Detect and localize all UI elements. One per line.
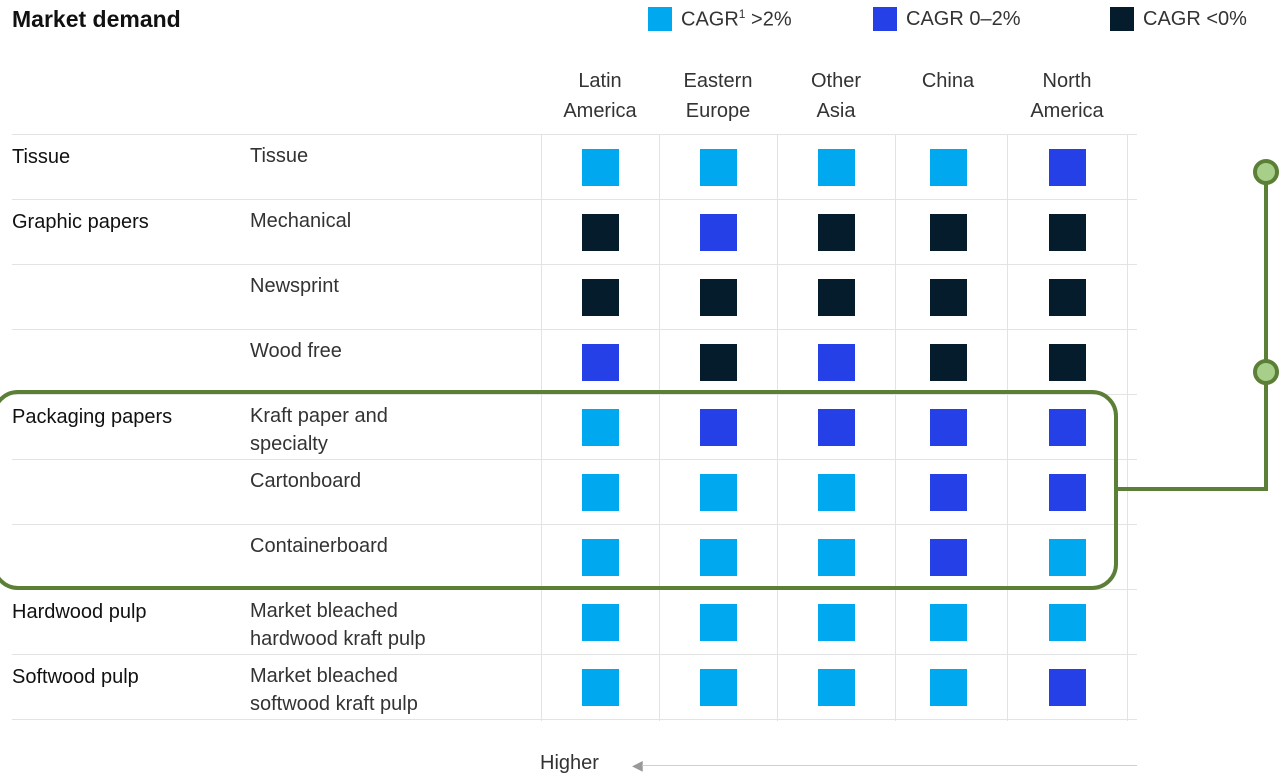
legend-swatch	[1110, 7, 1134, 31]
cell-lt0	[818, 214, 855, 251]
legend-item-lt0: CAGR <0%	[1110, 7, 1247, 31]
product-label: Tissue	[250, 145, 309, 167]
cell-gt2	[818, 149, 855, 186]
product-label: Wood free	[250, 340, 342, 362]
legend-label: CAGR 0–2%	[906, 7, 1021, 30]
cell-lt0	[930, 344, 967, 381]
cell-lt0	[700, 279, 737, 316]
group-label: Graphic papers	[12, 211, 149, 233]
product-label: Kraft paper and specialty	[250, 405, 388, 455]
group-label: Tissue	[12, 146, 71, 168]
cell-lt0	[700, 344, 737, 381]
product-label: Market bleached softwood kraft pulp	[250, 665, 418, 715]
product-label: Newsprint	[250, 275, 339, 297]
cell-gt2	[582, 539, 619, 576]
column-header: North America	[1030, 70, 1104, 122]
cell-0to2	[930, 474, 967, 511]
cell-0to2	[818, 409, 855, 446]
cell-lt0	[1049, 344, 1086, 381]
column-divider	[1127, 134, 1128, 721]
legend-item-gt2: CAGR1 >2%	[648, 7, 792, 32]
column-divider	[1007, 134, 1008, 721]
packaging-highlight-box	[0, 390, 1118, 590]
row-divider	[12, 719, 1137, 720]
cell-0to2	[700, 214, 737, 251]
product-label: Mechanical	[250, 210, 352, 232]
column-divider	[777, 134, 778, 721]
cell-gt2	[582, 669, 619, 706]
column-divider	[659, 134, 660, 721]
cell-gt2	[1049, 539, 1086, 576]
product-label: Containerboard	[250, 535, 388, 557]
cell-lt0	[582, 279, 619, 316]
connector-node-top	[1253, 159, 1279, 185]
column-divider	[541, 134, 542, 721]
connector-node-middle	[1253, 359, 1279, 385]
cell-gt2	[700, 149, 737, 186]
cell-0to2	[700, 409, 737, 446]
cell-gt2	[700, 604, 737, 641]
row-divider	[12, 134, 1137, 135]
cell-0to2	[1049, 474, 1086, 511]
row-divider	[12, 199, 1137, 200]
cell-gt2	[818, 474, 855, 511]
chart-title: Market demand	[12, 6, 181, 32]
legend-swatch	[873, 7, 897, 31]
cell-gt2	[582, 149, 619, 186]
column-divider	[895, 134, 896, 721]
cell-gt2	[818, 539, 855, 576]
legend-swatch	[648, 7, 672, 32]
cell-0to2	[582, 344, 619, 381]
cell-gt2	[582, 409, 619, 446]
cell-gt2	[700, 669, 737, 706]
row-divider	[12, 394, 1137, 395]
row-divider	[12, 654, 1137, 655]
arrow-left-icon: ◀	[632, 757, 643, 773]
legend-item-0to2: CAGR 0–2%	[873, 7, 1021, 31]
row-divider	[12, 459, 1137, 460]
cell-lt0	[1049, 279, 1086, 316]
cell-gt2	[930, 149, 967, 186]
cell-0to2	[818, 344, 855, 381]
axis-direction-line	[642, 765, 1137, 766]
column-header: Latin America	[563, 70, 637, 122]
cell-gt2	[1049, 604, 1086, 641]
group-label: Softwood pulp	[12, 666, 139, 688]
cell-lt0	[930, 279, 967, 316]
cell-0to2	[930, 539, 967, 576]
row-divider	[12, 329, 1137, 330]
cell-lt0	[1049, 214, 1086, 251]
cell-gt2	[930, 669, 967, 706]
cell-gt2	[700, 539, 737, 576]
cell-0to2	[1049, 149, 1086, 186]
group-label: Packaging papers	[12, 406, 173, 428]
cell-lt0	[818, 279, 855, 316]
cell-gt2	[818, 669, 855, 706]
product-label: Market bleached hardwood kraft pulp	[250, 600, 426, 650]
cell-gt2	[582, 474, 619, 511]
axis-direction-label: Higher	[540, 752, 599, 774]
legend-label: CAGR1 >2%	[681, 7, 792, 31]
cell-gt2	[582, 604, 619, 641]
connector-horizontal	[1118, 487, 1268, 491]
cell-0to2	[1049, 669, 1086, 706]
legend-label: CAGR <0%	[1143, 7, 1247, 30]
column-header: Eastern Europe	[683, 70, 753, 122]
cell-gt2	[700, 474, 737, 511]
row-divider	[12, 524, 1137, 525]
cell-0to2	[930, 409, 967, 446]
connector-vertical	[1264, 172, 1268, 491]
cell-lt0	[582, 214, 619, 251]
column-header: China	[921, 70, 975, 92]
footnote-marker: 1	[738, 7, 746, 21]
product-label: Cartonboard	[250, 470, 362, 492]
cell-lt0	[930, 214, 967, 251]
cell-0to2	[1049, 409, 1086, 446]
group-label: Hardwood pulp	[12, 601, 147, 623]
column-header: Other Asia	[810, 70, 862, 122]
cell-gt2	[930, 604, 967, 641]
row-divider	[12, 264, 1137, 265]
cell-gt2	[818, 604, 855, 641]
